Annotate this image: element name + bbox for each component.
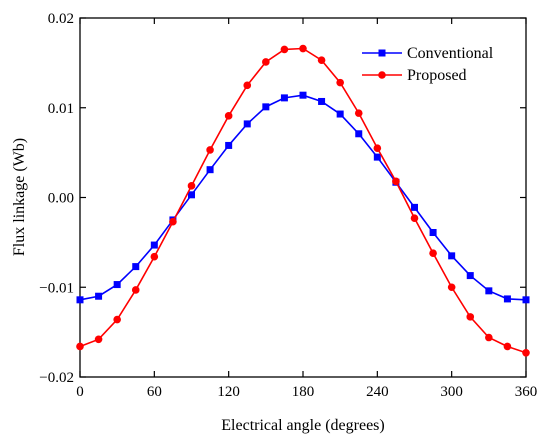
data-point-conventional: [503, 295, 511, 303]
data-point-proposed: [224, 112, 233, 120]
series-conventional: [76, 91, 530, 304]
legend-marker: [378, 71, 386, 79]
data-point-conventional: [113, 281, 121, 289]
x-tick-label: 120: [217, 384, 240, 400]
data-point-proposed: [336, 78, 344, 87]
data-point-proposed: [150, 252, 159, 261]
data-point-proposed: [280, 45, 289, 54]
data-point-conventional: [150, 241, 158, 249]
data-point-conventional: [76, 296, 84, 304]
data-point-proposed: [113, 315, 121, 324]
data-point-proposed: [485, 333, 493, 342]
data-point-conventional: [206, 166, 214, 174]
data-point-conventional: [262, 103, 270, 111]
data-point-conventional: [522, 296, 530, 304]
x-tick-label: 300: [440, 384, 463, 400]
data-point-conventional: [243, 120, 251, 128]
data-point-proposed: [262, 58, 270, 66]
y-tick-label: 0.00: [48, 191, 74, 207]
data-point-proposed: [392, 177, 400, 186]
data-point-proposed: [503, 342, 512, 351]
data-point-conventional: [485, 287, 493, 295]
data-point-conventional: [280, 94, 288, 102]
data-point-conventional: [411, 203, 418, 211]
data-point-proposed: [299, 44, 307, 53]
x-tick-label: 240: [366, 384, 389, 400]
legend-label-proposed: Proposed: [407, 67, 467, 84]
x-tick-label: 360: [515, 384, 538, 400]
data-point-conventional: [132, 263, 140, 271]
x-axis-title: Electrical angle (degrees): [221, 417, 384, 434]
data-point-proposed: [169, 217, 177, 226]
data-point-proposed: [522, 348, 530, 357]
x-tick-label: 180: [292, 384, 315, 400]
data-point-conventional: [448, 252, 456, 260]
y-tick-label: −0.01: [39, 280, 74, 296]
data-point-conventional: [188, 191, 195, 199]
data-point-conventional: [95, 292, 103, 300]
data-point-conventional: [299, 91, 307, 99]
data-point-proposed: [76, 342, 84, 351]
data-point-proposed: [410, 214, 419, 222]
data-point-proposed: [243, 81, 252, 90]
data-point-proposed: [429, 249, 437, 257]
data-point-proposed: [466, 313, 475, 321]
plot-layer: 0 60 120 180 240 300 360 −0.02 −0.01 0.00 0.01 0.02: [39, 11, 537, 400]
series-proposed: [76, 44, 530, 357]
data-point-proposed: [206, 146, 214, 154]
y-tick-label: −0.02: [39, 370, 74, 386]
data-point-conventional: [318, 97, 326, 105]
legend: Conventional Proposed: [362, 45, 494, 84]
legend-label-conventional: Conventional: [407, 45, 494, 62]
data-point-conventional: [466, 272, 474, 280]
data-point-proposed: [373, 144, 382, 152]
data-point-proposed: [131, 286, 140, 294]
legend-marker: [378, 49, 386, 57]
data-point-conventional: [373, 153, 381, 161]
data-point-proposed: [187, 182, 196, 190]
data-point-proposed: [317, 56, 326, 64]
data-point-conventional: [355, 130, 363, 138]
data-point-conventional: [429, 229, 437, 237]
data-point-proposed: [94, 335, 103, 344]
data-point-conventional: [336, 110, 344, 118]
x-tick-label: 0: [76, 384, 84, 400]
x-tick-label: 60: [147, 384, 162, 400]
data-point-proposed: [354, 109, 363, 117]
data-point-proposed: [447, 283, 456, 292]
y-tick-label: 0.01: [48, 101, 74, 117]
data-point-conventional: [225, 141, 233, 149]
y-tick-label: 0.02: [48, 11, 74, 27]
y-axis-title: Flux linkage (Wb): [11, 138, 28, 256]
